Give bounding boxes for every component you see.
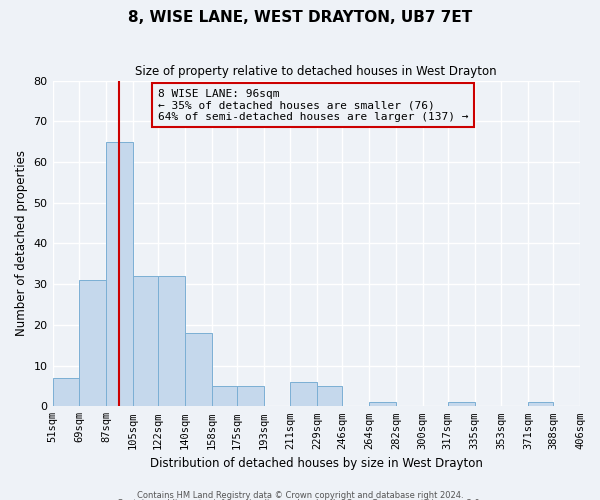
Bar bbox=[528, 402, 553, 406]
Bar bbox=[158, 276, 185, 406]
Title: Size of property relative to detached houses in West Drayton: Size of property relative to detached ho… bbox=[136, 65, 497, 78]
Bar bbox=[79, 280, 106, 406]
Text: 8 WISE LANE: 96sqm
← 35% of detached houses are smaller (76)
64% of semi-detache: 8 WISE LANE: 96sqm ← 35% of detached hou… bbox=[158, 88, 469, 122]
Y-axis label: Number of detached properties: Number of detached properties bbox=[15, 150, 28, 336]
Bar bbox=[212, 386, 237, 406]
Bar bbox=[133, 276, 158, 406]
Bar bbox=[369, 402, 396, 406]
Bar bbox=[237, 386, 263, 406]
Bar bbox=[106, 142, 133, 406]
X-axis label: Distribution of detached houses by size in West Drayton: Distribution of detached houses by size … bbox=[150, 457, 483, 470]
Bar bbox=[290, 382, 317, 406]
Text: 8, WISE LANE, WEST DRAYTON, UB7 7ET: 8, WISE LANE, WEST DRAYTON, UB7 7ET bbox=[128, 10, 472, 25]
Bar bbox=[580, 402, 600, 406]
Bar bbox=[317, 386, 342, 406]
Bar bbox=[185, 333, 212, 406]
Bar bbox=[53, 378, 79, 406]
Bar bbox=[448, 402, 475, 406]
Text: Contains HM Land Registry data © Crown copyright and database right 2024.: Contains HM Land Registry data © Crown c… bbox=[137, 490, 463, 500]
